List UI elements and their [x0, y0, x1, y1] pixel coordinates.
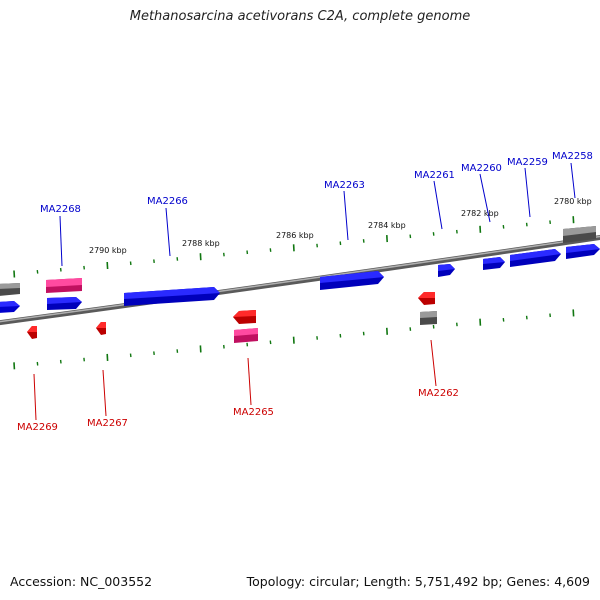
forward-gene-ma2266[interactable]	[124, 287, 220, 306]
gene-label-ma2260[interactable]: MA2260	[461, 163, 502, 174]
gene-label-ma2267[interactable]: MA2267	[87, 418, 128, 429]
gene-label-ma2262[interactable]: MA2262	[418, 388, 459, 399]
forward-feature-grey-ma2258[interactable]	[563, 226, 596, 243]
leader-ma2263	[343, 190, 349, 241]
leader-ma2269	[33, 373, 37, 421]
reverse-gene-ma2267[interactable]	[96, 322, 106, 335]
reverse-feature-grey-ma2262[interactable]	[420, 311, 437, 325]
accession-text: Accession: NC_003552	[10, 574, 153, 589]
map-title: Methanosarcina acetivorans C2A, complete…	[129, 9, 471, 24]
forward-gene-left-edge[interactable]	[0, 301, 20, 313]
scale-label-2780: 2780 kbp	[554, 197, 592, 206]
leader-ma2260	[479, 173, 491, 223]
gene-label-ma2259[interactable]: MA2259	[507, 157, 548, 168]
gene-label-ma2266[interactable]: MA2266	[147, 196, 188, 207]
forward-gene-ma2259[interactable]	[510, 249, 561, 267]
gene-label-ma2268[interactable]: MA2268	[40, 204, 81, 215]
gene-label-ma2261[interactable]: MA2261	[414, 170, 455, 181]
forward-gene-ma2261[interactable]	[438, 264, 455, 277]
leader-ma2265	[247, 357, 252, 406]
reverse-tick-row	[13, 309, 575, 370]
forward-gene-ma2263[interactable]	[320, 271, 384, 290]
leader-ma2258	[570, 162, 576, 199]
forward-feature-grey-left[interactable]	[0, 283, 20, 296]
reverse-gene-ma2265[interactable]	[233, 310, 256, 324]
gene-label-ma2258[interactable]: MA2258	[552, 151, 593, 162]
reverse-gene-ma2269[interactable]	[27, 326, 37, 339]
reverse-gene-ma2265-rna[interactable]	[234, 328, 258, 343]
leader-ma2261	[433, 180, 443, 230]
gene-label-ma2263[interactable]: MA2263	[324, 180, 365, 191]
forward-gene-ma2258[interactable]	[566, 244, 600, 259]
genome-backbone-highlight	[0, 235, 600, 323]
topology-text: Topology: circular; Length: 5,751,492 bp…	[246, 574, 590, 589]
forward-gene-ma2268[interactable]	[47, 297, 82, 310]
leader-ma2259	[524, 167, 531, 218]
leader-ma2266	[165, 207, 171, 257]
scale-label-2788: 2788 kbp	[182, 239, 220, 248]
scale-label-2782: 2782 kbp	[461, 209, 499, 218]
leader-ma2267	[102, 369, 107, 417]
forward-gene-ma2268-rna[interactable]	[46, 278, 82, 293]
scale-label-2786: 2786 kbp	[276, 231, 314, 240]
reverse-gene-ma2262[interactable]	[418, 292, 435, 305]
forward-tick-row	[13, 216, 575, 278]
gene-label-ma2265[interactable]: MA2265	[233, 407, 274, 418]
gene-label-ma2269[interactable]: MA2269	[17, 422, 58, 433]
leader-ma2262	[430, 339, 437, 387]
leader-ma2268	[59, 215, 63, 267]
genome-backbone	[0, 234, 600, 326]
scale-label-2784: 2784 kbp	[368, 221, 406, 230]
scale-label-2790: 2790 kbp	[89, 246, 127, 255]
forward-gene-ma2260[interactable]	[483, 257, 505, 270]
